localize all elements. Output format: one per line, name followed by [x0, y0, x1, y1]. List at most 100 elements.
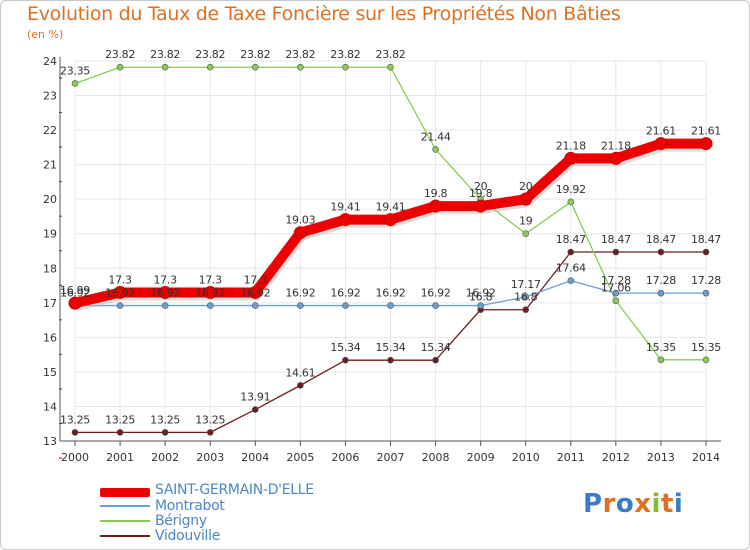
series-point: [564, 151, 578, 165]
logo-letter: i: [673, 489, 684, 519]
data-label: 16.99: [60, 284, 90, 297]
data-label: 21.44: [421, 130, 451, 143]
data-label: 17.06: [601, 282, 631, 295]
series-point: [116, 429, 124, 436]
data-label: 13.25: [105, 413, 135, 426]
series-point: [522, 306, 530, 314]
x-tick-label: 2009: [467, 451, 495, 464]
y-tick-label: 23: [43, 90, 57, 103]
chart-title: Evolution du Taux de Taxe Foncière sur l…: [27, 3, 621, 25]
legend-item-montrabot: Montrabot: [100, 498, 400, 516]
x-tick-label: 2003: [196, 451, 224, 464]
y-tick-label: 17: [43, 297, 57, 310]
series-point: [522, 230, 530, 238]
series-point: [297, 302, 304, 309]
series-point: [702, 356, 710, 364]
data-label: 16.92: [421, 287, 451, 300]
data-label: 17.17: [511, 278, 541, 291]
data-label: 23.82: [376, 48, 406, 61]
series-point: [113, 285, 127, 299]
data-label: 16.92: [240, 287, 270, 300]
series-point: [654, 137, 668, 151]
x-tick-label: 2002: [151, 451, 179, 464]
series-point: [293, 226, 307, 240]
y-tick-label: 21: [43, 159, 57, 172]
series-point: [248, 285, 262, 299]
x-tick-label: 2008: [422, 451, 450, 464]
series-point: [206, 302, 214, 309]
y-tick-label: 19: [43, 228, 57, 241]
series-point: [342, 356, 349, 364]
data-label: 20: [474, 180, 488, 193]
series-point: [702, 289, 710, 297]
legend-item-saint-germain: SAINT-GERMAIN-D'ELLE: [100, 482, 400, 500]
series-point: [297, 63, 304, 71]
data-label: 19.03: [285, 214, 315, 227]
data-label: 21.18: [601, 139, 631, 152]
logo-letter: o: [615, 489, 635, 519]
unit-label: (en %): [27, 28, 64, 41]
data-label: 16.92: [150, 287, 180, 300]
data-label: 13.25: [60, 413, 90, 426]
data-label: 19: [519, 215, 533, 228]
data-label: 23.82: [240, 48, 270, 61]
series-point: [251, 406, 259, 413]
series-point: [68, 296, 82, 310]
data-label: 18.47: [601, 233, 631, 246]
series-point: [161, 429, 169, 436]
data-label: 16.92: [285, 287, 315, 300]
series-point: [203, 285, 217, 299]
data-label: 14.61: [285, 366, 315, 379]
data-label: 19.8: [469, 187, 493, 200]
data-label: 21.61: [691, 125, 721, 138]
logo-letter: P: [583, 489, 603, 519]
logo-letter: r: [602, 489, 616, 519]
series-point: [251, 63, 259, 71]
data-label: 19.41: [330, 201, 360, 214]
data-label: 15.34: [421, 341, 451, 354]
series-point: [612, 248, 620, 256]
series-point: [161, 302, 169, 309]
series-point: [519, 192, 533, 206]
data-label: 16.92: [195, 287, 225, 300]
data-label: 19.92: [556, 183, 586, 196]
x-tick-label: 2006: [331, 451, 359, 464]
series-point: [206, 429, 214, 436]
series-point: [71, 80, 79, 87]
series-point: [567, 248, 575, 256]
data-label: 17.3: [244, 273, 268, 286]
data-label: 20: [519, 180, 533, 193]
series-point: [429, 199, 443, 213]
series-point: [567, 198, 575, 206]
data-label: 21.18: [556, 139, 586, 152]
data-label: 18.47: [691, 233, 721, 246]
data-label: 17.28: [646, 274, 676, 287]
x-tick-label: 2011: [557, 451, 585, 464]
series-point: [612, 289, 620, 297]
x-tick-label: 2014: [692, 451, 720, 464]
logo-letter: t: [660, 489, 674, 519]
series-point: [699, 137, 713, 151]
data-label: 23.82: [285, 48, 315, 61]
logo-letter: i: [651, 489, 661, 519]
series-point: [657, 356, 665, 364]
data-label: 13.25: [150, 413, 180, 426]
data-label: 17.64: [556, 262, 586, 275]
proxiti-logo: Proxiti: [583, 489, 683, 519]
data-label: 16.8: [469, 291, 493, 304]
series-point: [251, 302, 259, 309]
data-label: 18.47: [646, 233, 676, 246]
data-label: 17.3: [199, 273, 223, 286]
legend-swatch: [100, 520, 150, 522]
series-point: [432, 302, 439, 309]
series-point: [387, 302, 394, 309]
data-label: 16.92: [376, 287, 406, 300]
series-point: [609, 151, 623, 165]
series-point: [158, 285, 172, 299]
x-tick-label: 2005: [286, 451, 314, 464]
data-label: 16.92: [60, 287, 90, 300]
data-label: 16.92: [105, 287, 135, 300]
legend-item-vidouville: Vidouville: [100, 528, 400, 546]
data-label: 23.82: [105, 48, 135, 61]
